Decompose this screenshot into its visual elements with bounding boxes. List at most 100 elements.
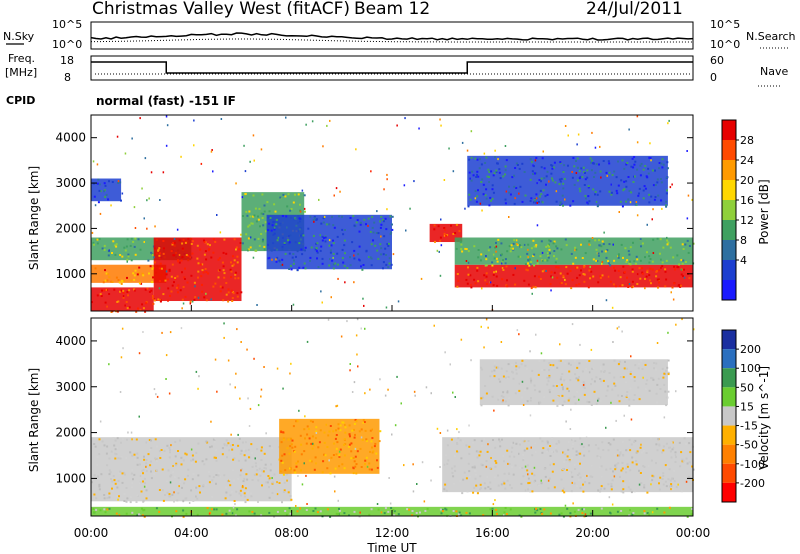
velocity-echo: [524, 489, 527, 492]
power-cell: [629, 263, 632, 266]
power-cell: [583, 273, 586, 276]
velocity-cell: [674, 451, 677, 454]
velocity-cell: [226, 456, 228, 459]
power-cell: [212, 238, 215, 241]
power-cell: [627, 282, 630, 285]
velocity-cell: [308, 437, 311, 440]
power-echo: [409, 207, 411, 210]
power-cell: [512, 242, 515, 245]
power-cell: [386, 243, 389, 246]
velocity-cell: [256, 469, 259, 472]
velocity-cell: [581, 512, 584, 515]
velocity-echo: [518, 452, 520, 455]
velocity-cell: [662, 472, 665, 475]
power-cell: [583, 280, 586, 283]
velocity-echo: [663, 416, 666, 419]
velocity-echo: [360, 327, 362, 330]
velocity-cell: [522, 458, 525, 460]
velocity-cell: [318, 441, 321, 444]
velocity-cell: [136, 452, 139, 455]
power-cell: [658, 167, 661, 170]
power-cell: [349, 256, 351, 259]
velocity-cell: [480, 444, 483, 447]
power-echo: [165, 115, 168, 118]
power-cell: [539, 278, 542, 280]
velocity-cell: [581, 508, 584, 511]
power-cell: [460, 248, 463, 251]
velocity-cell: [290, 437, 293, 440]
power-cell: [103, 289, 106, 292]
power-echo: [588, 243, 590, 246]
power-cell: [130, 259, 133, 262]
power-echo: [159, 199, 161, 201]
power-cell: [678, 284, 681, 286]
power-cell: [312, 234, 315, 237]
velocity-echo: [170, 444, 172, 447]
velocity-cell: [169, 475, 172, 478]
velocity-cell: [549, 455, 552, 457]
power-cell: [372, 239, 374, 242]
power-cell: [624, 247, 627, 250]
power-cell: [112, 240, 115, 243]
power-cell: [151, 267, 154, 270]
velocity-cell: [371, 437, 374, 439]
velocity-echo: [224, 444, 226, 447]
power-cell: [533, 165, 535, 168]
velocity-cell: [343, 467, 346, 470]
velocity-cell: [582, 453, 585, 456]
power-cell: [488, 176, 490, 178]
power-cell: [601, 250, 603, 253]
power-cell: [480, 181, 483, 183]
power-cell: [381, 219, 384, 221]
power-echo: [403, 184, 406, 187]
velocity-cell: [531, 490, 534, 493]
power-cell: [630, 191, 633, 194]
power-echo: [533, 201, 535, 204]
velocity-cell: [619, 452, 622, 455]
velocity-cell: [140, 489, 143, 492]
power-echo: [629, 201, 632, 204]
power-cell: [122, 291, 125, 294]
power-echo: [143, 241, 145, 243]
power-cell: [276, 256, 279, 259]
velocity-cell: [664, 390, 667, 393]
power-cell: [382, 267, 384, 270]
power-cell: [237, 277, 240, 280]
power-cell: [221, 261, 224, 264]
power-cell: [631, 157, 634, 160]
power-cell: [582, 273, 585, 275]
velocity-cell: [636, 450, 639, 453]
velocity-cell: [125, 456, 128, 459]
power-cell: [576, 157, 579, 160]
power-cell: [117, 182, 120, 184]
power-cell: [477, 256, 480, 259]
power-cell: [202, 271, 205, 274]
velocity-cell: [486, 475, 489, 478]
velocity-echo: [298, 409, 300, 412]
velocity-cell: [344, 443, 347, 445]
velocity-echo: [414, 394, 416, 397]
velocity-echo: [235, 372, 237, 375]
velocity-echo: [492, 503, 495, 506]
velocity-cell: [521, 359, 524, 362]
power-cell: [627, 176, 630, 178]
velocity-cell: [611, 388, 614, 391]
power-echo: [527, 256, 529, 259]
velocity-cell: [650, 437, 653, 440]
power-cell: [98, 237, 101, 240]
power-cell: [680, 284, 682, 287]
power-heatmap: [91, 115, 695, 313]
velocity-cell: [119, 457, 122, 460]
velocity-cell: [120, 441, 122, 444]
power-cell: [543, 177, 546, 180]
power-cell: [492, 174, 495, 177]
power-echo: [461, 141, 464, 144]
power-cell: [443, 234, 446, 237]
power-cell: [114, 244, 117, 247]
velocity-cell: [221, 447, 224, 450]
power-cell: [214, 282, 217, 285]
velocity-cell: [529, 490, 532, 493]
velocity-cell: [640, 359, 643, 362]
velocity-echo: [260, 395, 262, 398]
velocity-cell: [110, 478, 112, 480]
